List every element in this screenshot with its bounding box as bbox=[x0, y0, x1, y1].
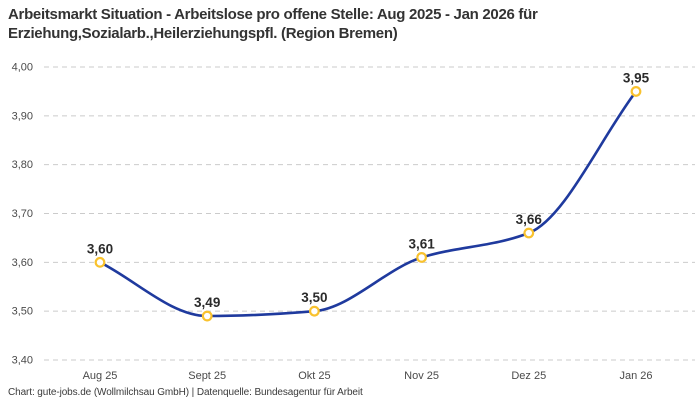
y-axis-tick-label: 3,60 bbox=[12, 257, 33, 269]
data-point-marker bbox=[94, 256, 106, 268]
chart-title-line2: Erziehung,Sozialarb.,Heilerziehungspfl. … bbox=[8, 25, 398, 42]
x-axis-tick-label: Dez 25 bbox=[511, 370, 546, 382]
chart-title-line1: Arbeitsmarkt Situation - Arbeitslose pro… bbox=[8, 6, 538, 23]
x-axis-tick-label: Jan 26 bbox=[619, 370, 652, 382]
y-axis-tick-label: 3,90 bbox=[12, 110, 33, 122]
y-axis-tick-label: 4,00 bbox=[12, 62, 33, 74]
x-axis-tick-label: Okt 25 bbox=[298, 370, 330, 382]
data-line bbox=[98, 90, 638, 318]
data-point-marker bbox=[201, 310, 213, 322]
x-axis-tick-label: Aug 25 bbox=[83, 370, 118, 382]
y-axis-tick-label: 3,80 bbox=[12, 159, 33, 171]
data-point-label: 3,95 bbox=[623, 70, 650, 85]
data-point-marker bbox=[416, 252, 428, 263]
data-point-marker bbox=[630, 86, 642, 97]
x-axis-tick-label: Sept 25 bbox=[188, 370, 226, 382]
data-point-marker bbox=[309, 305, 320, 317]
x-axis-tick-label: Nov 25 bbox=[404, 370, 439, 382]
data-point-marker bbox=[523, 227, 535, 239]
data-point-label: 3,61 bbox=[408, 236, 435, 251]
data-point-label: 3,60 bbox=[87, 241, 113, 256]
y-axis-tick-label: 3,50 bbox=[12, 306, 33, 318]
chart-footer-credit: Chart: gute-jobs.de (Wollmilchsau GmbH) … bbox=[8, 387, 363, 398]
chart-title: Arbeitsmarkt Situation - Arbeitslose pro… bbox=[8, 5, 538, 43]
y-axis-tick-label: 3,40 bbox=[12, 355, 33, 367]
data-point-label: 3,49 bbox=[194, 295, 220, 310]
data-point-label: 3,66 bbox=[516, 212, 543, 227]
y-axis-tick-label: 3,70 bbox=[12, 208, 33, 220]
data-point-label: 3,50 bbox=[301, 290, 327, 305]
